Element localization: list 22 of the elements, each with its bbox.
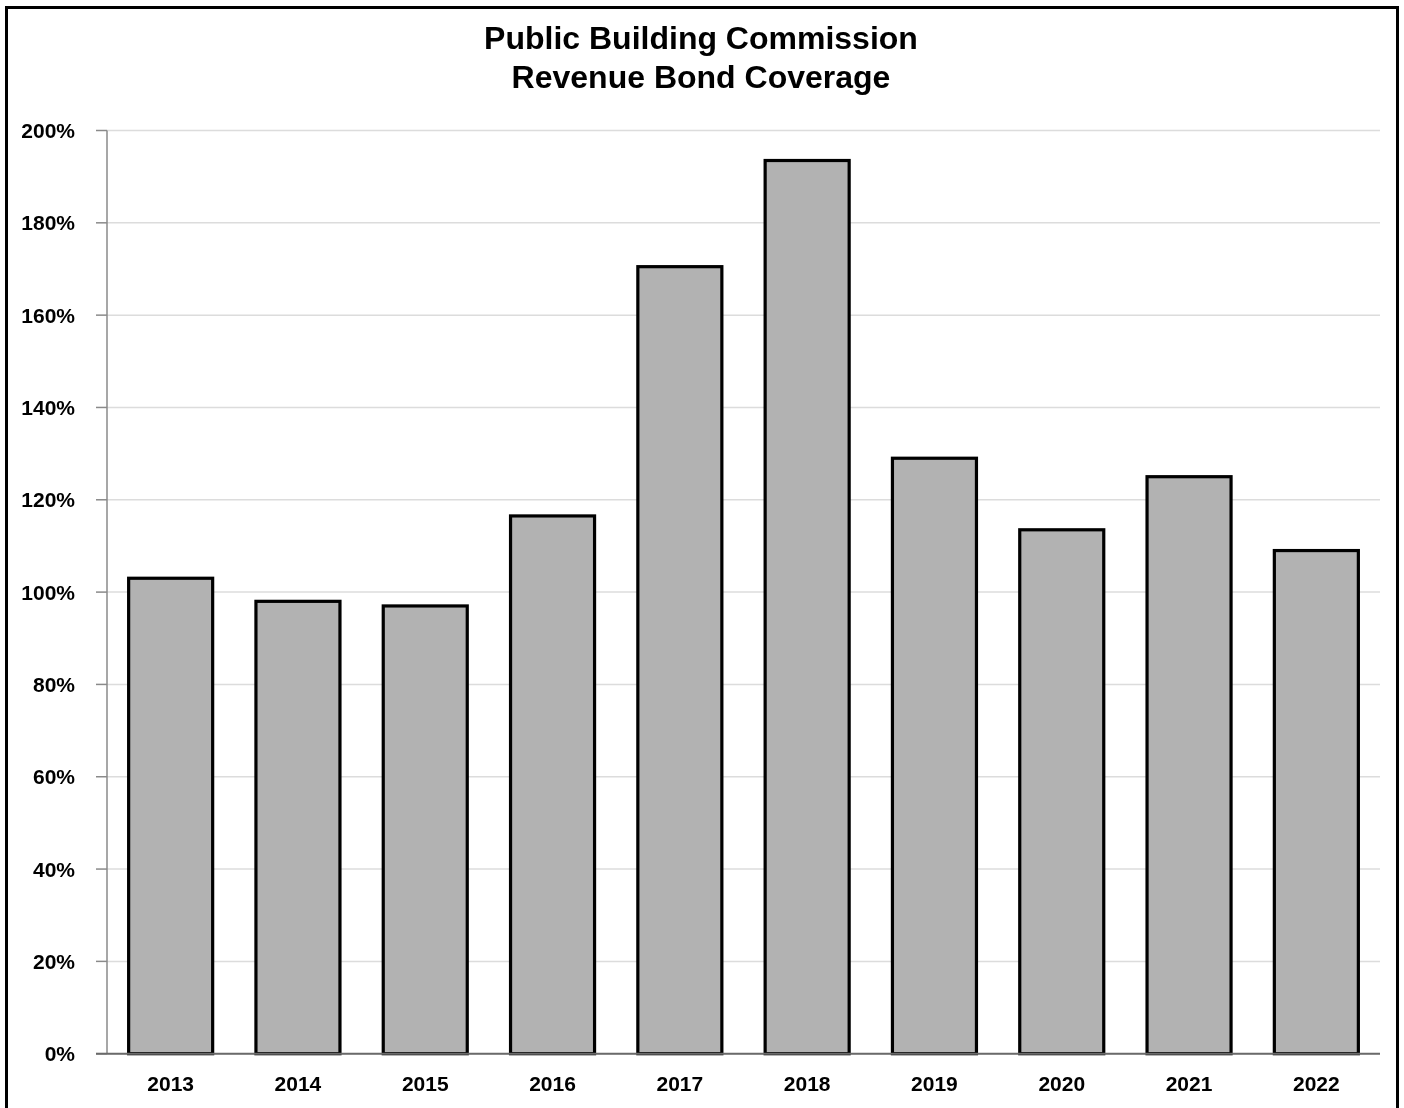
y-tick-label: 160% [21, 303, 76, 327]
x-tick-label: 2013 [147, 1072, 195, 1095]
y-tick-label: 60% [32, 765, 76, 789]
x-tick-label: 2018 [783, 1072, 831, 1095]
y-tick-label: 40% [32, 857, 76, 881]
y-tick-label: 20% [32, 949, 76, 973]
y-tick-label: 80% [32, 672, 76, 696]
x-tick-label: 2022 [1292, 1072, 1340, 1095]
y-tick-label: 200% [21, 119, 76, 143]
y-tick-label: 140% [21, 396, 76, 420]
y-tick-label: 180% [21, 211, 76, 235]
x-tick-label: 2015 [401, 1072, 449, 1095]
x-tick-label: 2014 [274, 1072, 322, 1095]
y-tick-label: 120% [21, 488, 76, 512]
x-tick-label: 2019 [911, 1072, 958, 1095]
x-tick-label: 2021 [1165, 1072, 1213, 1095]
y-tick-label: 0% [44, 1042, 76, 1066]
y-tick-label: 100% [21, 580, 76, 604]
x-tick-label: 2017 [656, 1072, 704, 1095]
x-tick-label: 2020 [1038, 1072, 1086, 1095]
chart-title: Public Building Commission Revenue Bond Coverage [484, 20, 918, 95]
x-tick-label: 2016 [529, 1072, 576, 1095]
